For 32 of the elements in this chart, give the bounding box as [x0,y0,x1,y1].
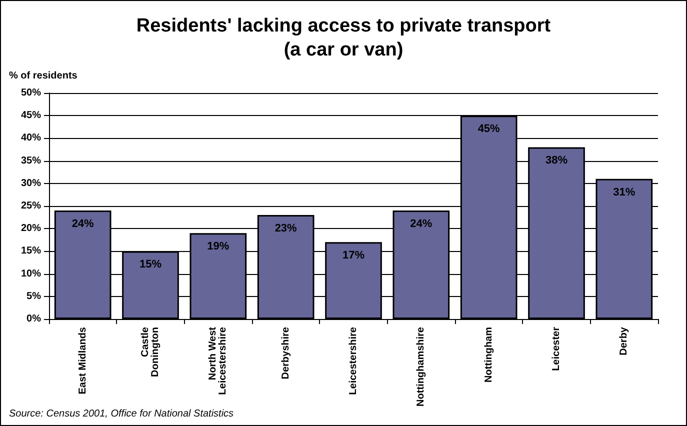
data-label: 15% [139,258,162,271]
y-tick-label: 0% [26,314,42,324]
data-label: 19% [207,240,230,253]
x-tick-label: Derby [618,326,630,356]
y-tick-label: 10% [20,268,42,280]
data-label: 38% [545,154,568,167]
x-tick-label: Nottinghamshire [416,326,427,406]
chart-title: Residents' lacking access to private transport (a car or van) [136,16,552,60]
y-tick-label: 45% [20,110,42,122]
data-label: 23% [274,222,298,235]
y-tick-label: 5% [26,290,42,302]
data-label: 17% [342,250,365,262]
y-tick-label: 35% [20,155,42,166]
y-tick-label: 15% [20,246,42,257]
x-tick-label: Leicester [551,326,562,371]
data-label: 24% [72,218,94,230]
y-tick-label: 20% [20,223,42,234]
y-tick-label: 40% [20,132,42,144]
source-note: Source: Census 2001, Office for National Statistics [9,408,234,420]
y-axis-title: % of residents [9,70,78,82]
y-tick-label: 25% [20,200,42,212]
data-label: 31% [613,186,636,198]
x-tick-label: Leicestershire [348,326,359,395]
y-tick-label: 50% [20,88,42,98]
x-tick-label: Nottingham [483,326,494,383]
y-tick-label: 30% [20,178,42,189]
data-label: 45% [478,123,500,136]
x-tick-label: East Midlands [77,326,88,394]
x-tick-label: Castle Donington [140,326,161,377]
x-tick-label: North West Leicestershire [208,326,229,395]
data-label: 24% [410,218,432,230]
x-tick-label: Derbyshire [280,326,292,380]
